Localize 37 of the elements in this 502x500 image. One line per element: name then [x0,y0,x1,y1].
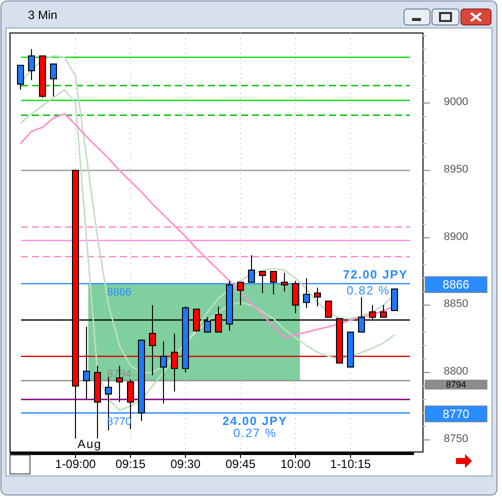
text: 8770 [442,406,470,421]
candlestick [83,326,90,400]
annotation: 0.82 % [346,284,390,298]
text: 8794 [446,380,466,390]
candlestick [237,282,244,306]
x-tick-label: 1-10:15 [330,457,372,471]
annotation: Aug [78,437,102,451]
y-tick-label: 8900 [444,230,468,243]
y-tick-label: 8800 [444,366,468,378]
y-tick-label: 8750 [444,432,468,445]
text: 8866 [442,278,470,292]
candlestick [303,278,310,308]
candlestick [292,280,299,314]
candlestick [50,63,57,97]
x-tick-label: 10:00 [280,457,311,471]
candlestick [160,341,167,404]
y-tick-label: 8950 [444,163,468,176]
ref-line-label: 8866 [107,286,132,299]
candlestick [281,272,288,292]
y-tick-label: 9000 [444,96,468,108]
chart-title: 3 Min [28,8,58,22]
candlestick [17,64,24,90]
x-tick-label: 09:45 [225,457,256,471]
candlestick [270,270,277,295]
annotation: 24.00 JPY [222,414,288,428]
candlestick [259,270,266,294]
candlestick [391,288,398,312]
x-tick-label: 1-09:00 [55,457,96,471]
annotation: 72.00 JPY [342,268,408,282]
candlestick [248,254,255,283]
annotation: 0.27 % [233,426,277,440]
candlestick [28,48,35,81]
x-tick-label: 09:30 [170,457,201,471]
y-tick-label: 8850 [444,298,468,310]
candlestick [171,332,178,392]
candlestick [314,287,321,307]
x-tick-label: 09:15 [115,457,146,471]
